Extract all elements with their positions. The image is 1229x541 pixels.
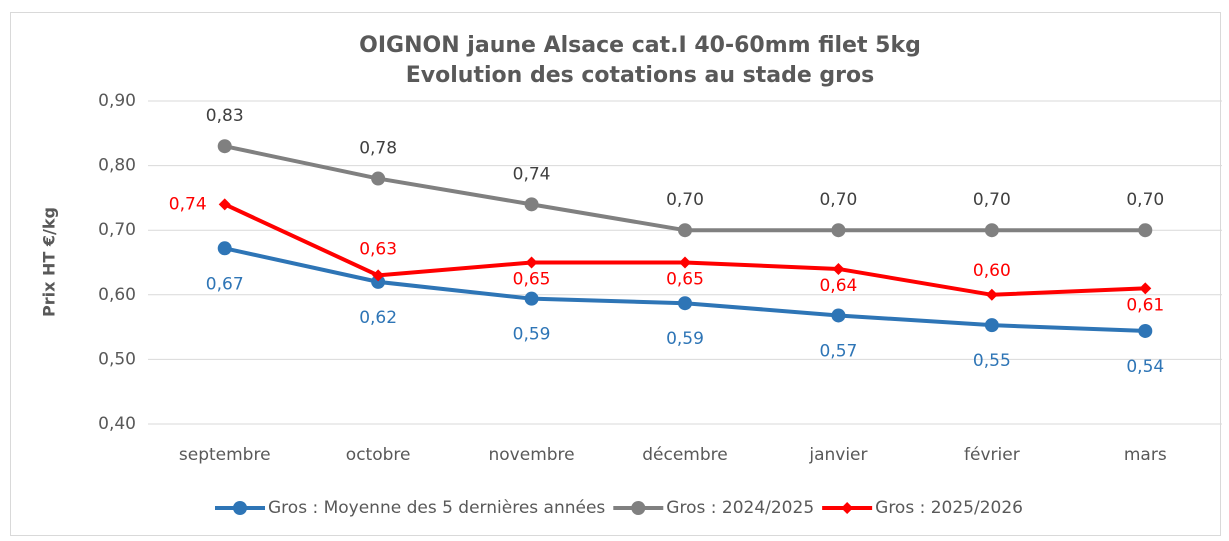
data-label: 0,65 xyxy=(666,270,704,290)
chart-border xyxy=(10,12,1221,536)
y-tick-label: 0,40 xyxy=(98,414,136,434)
marker xyxy=(678,223,692,238)
marker xyxy=(678,296,692,311)
data-label: 0,83 xyxy=(206,106,244,126)
marker xyxy=(679,256,691,269)
data-label: 0,70 xyxy=(973,190,1011,210)
data-label: 0,74 xyxy=(513,164,551,184)
marker xyxy=(631,501,646,515)
marker xyxy=(831,308,846,323)
data-label: 0,55 xyxy=(973,351,1011,371)
x-tick-label: novembre xyxy=(489,445,575,465)
marker xyxy=(233,501,247,515)
marker xyxy=(525,256,538,269)
data-label: 0,54 xyxy=(1126,357,1164,377)
chart-subtitle: Evolution des cotations au stade gros xyxy=(406,63,874,88)
x-tick-label: décembre xyxy=(642,445,727,465)
data-label: 0,64 xyxy=(819,276,857,296)
x-tick-label: septembre xyxy=(179,445,271,465)
y-tick-label: 0,80 xyxy=(98,156,136,176)
legend-label: Gros : 2025/2026 xyxy=(875,498,1023,518)
data-label: 0,59 xyxy=(666,329,704,349)
marker xyxy=(217,241,232,256)
data-label: 0,70 xyxy=(666,190,704,210)
marker xyxy=(832,262,845,275)
marker xyxy=(831,223,846,238)
legend-label: Gros : 2024/2025 xyxy=(666,498,814,518)
data-label: 0,60 xyxy=(973,261,1011,281)
data-label: 0,70 xyxy=(1126,190,1164,210)
y-axis-label: Prix HT €/kg xyxy=(40,207,59,317)
data-label: 0,62 xyxy=(359,308,397,328)
marker xyxy=(371,171,386,186)
marker xyxy=(1139,282,1152,295)
x-tick-label: février xyxy=(964,445,1020,465)
marker xyxy=(218,198,231,211)
marker xyxy=(1138,223,1153,238)
marker xyxy=(841,502,854,514)
data-label: 0,59 xyxy=(513,325,551,345)
chart-title: OIGNON jaune Alsace cat.I 40-60mm filet … xyxy=(359,33,921,58)
data-label: 0,70 xyxy=(819,190,857,210)
marker xyxy=(217,139,232,154)
x-tick-label: octobre xyxy=(346,445,411,465)
marker xyxy=(524,291,539,306)
marker xyxy=(1138,323,1153,338)
data-label: 0,67 xyxy=(206,274,244,294)
data-label: 0,63 xyxy=(359,239,397,259)
marker xyxy=(984,223,999,238)
marker xyxy=(985,288,998,301)
marker xyxy=(372,269,385,282)
data-label: 0,57 xyxy=(819,341,857,361)
y-tick-label: 0,90 xyxy=(98,91,136,111)
legend-label: Gros : Moyenne des 5 dernières années xyxy=(268,498,605,518)
marker xyxy=(984,318,999,333)
data-label: 0,78 xyxy=(359,139,397,159)
data-label: 0,65 xyxy=(513,270,551,290)
data-label: 0,74 xyxy=(169,194,207,214)
y-tick-label: 0,50 xyxy=(98,349,136,369)
y-tick-label: 0,70 xyxy=(98,220,136,240)
y-tick-label: 0,60 xyxy=(98,285,136,305)
marker xyxy=(371,274,386,289)
marker xyxy=(524,197,539,212)
x-tick-label: mars xyxy=(1124,445,1167,465)
data-label: 0,61 xyxy=(1126,295,1164,315)
x-tick-label: janvier xyxy=(808,445,867,465)
